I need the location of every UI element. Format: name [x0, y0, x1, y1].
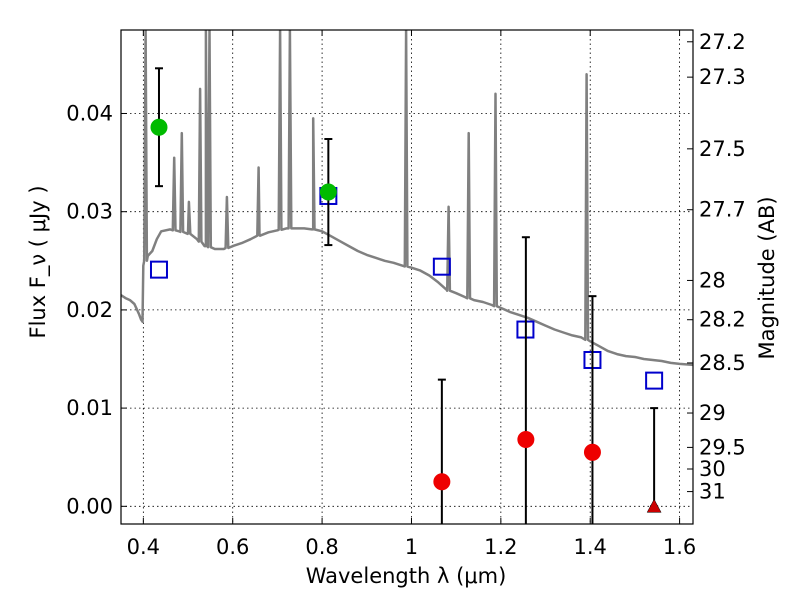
y2-axis-label: Magnitude (AB)	[755, 196, 779, 359]
y2-tick-label: 27.7	[699, 198, 746, 222]
plot-frame	[120, 29, 694, 525]
y-tick-label: 0.01	[66, 396, 113, 420]
template-flux-square	[645, 371, 664, 390]
photometry-points	[149, 67, 664, 524]
y2-tick-label: 28	[699, 268, 726, 292]
x-tick-label: 0.6	[216, 535, 249, 559]
observed-flux-point	[583, 443, 601, 461]
upper-limit-triangle	[646, 498, 662, 513]
observed-flux-point	[150, 118, 168, 136]
observed-flux-point	[433, 473, 451, 491]
x-tick-label: 0.8	[305, 535, 338, 559]
y-tick-label: 0.00	[66, 494, 113, 518]
y-axis-label: Flux F_ν ( μJy )	[26, 185, 51, 338]
y2-tick-label: 29.5	[699, 435, 746, 459]
x-tick-label: 0.4	[127, 535, 160, 559]
y2-tick-label: 31	[699, 480, 726, 504]
y2-tick-label: 27.3	[699, 65, 746, 89]
y2-tick-label: 29	[699, 401, 726, 425]
y-tick-label: 0.04	[66, 101, 113, 125]
y2-tick-label: 30	[699, 457, 726, 481]
y2-tick-label: 28.5	[699, 351, 746, 375]
observed-flux-point	[517, 431, 535, 449]
y2-tick-label: 28.2	[699, 308, 746, 332]
observed-flux-point	[319, 183, 337, 201]
x-tick-label: 1.6	[663, 535, 696, 559]
y2-tick-label: 27.2	[699, 30, 746, 54]
template-spectrum	[121, 30, 693, 367]
x-axis-label: Wavelength λ (μm)	[306, 564, 507, 588]
x-tick-label: 1.4	[574, 535, 607, 559]
y-tick-label: 0.02	[66, 298, 113, 322]
template-flux-square	[149, 260, 168, 279]
y2-tick-label: 27.5	[699, 137, 746, 161]
x-tick-label: 1.2	[484, 535, 517, 559]
x-tick-label: 1	[405, 535, 418, 559]
grid-lines	[121, 30, 693, 524]
y-tick-label: 0.03	[66, 200, 113, 224]
axes: 0.4 0.6 0.8 1 1.2 1.4 1.6 0.00 0.01 0.02 0.03 0.04 2…	[66, 29, 746, 559]
template-flux-square	[432, 257, 451, 276]
template-sed-line	[121, 30, 693, 367]
